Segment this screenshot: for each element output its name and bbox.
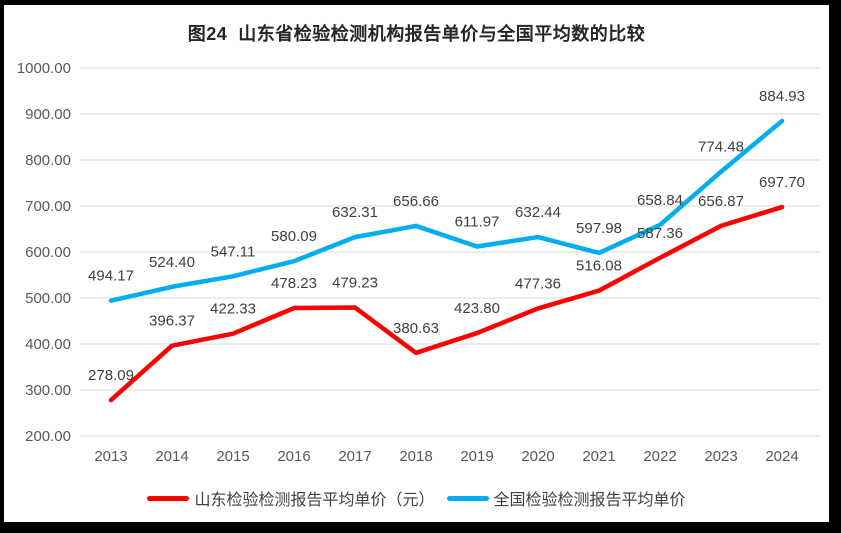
data-label-series-1: 774.48 xyxy=(698,139,744,156)
y-tick-label: 200.00 xyxy=(25,428,71,445)
data-label-series-1: 597.98 xyxy=(576,220,622,237)
y-tick-label: 800.00 xyxy=(25,152,71,169)
legend-item-shandong: 山东检验检测报告平均单价（元） xyxy=(147,486,435,510)
data-label-series-1: 632.31 xyxy=(332,204,378,221)
data-label-series-0: 423.80 xyxy=(454,300,500,317)
x-tick-label: 2023 xyxy=(704,448,737,465)
legend-swatch-national-blue-line xyxy=(446,495,489,501)
data-label-series-1: 547.11 xyxy=(211,243,256,260)
data-label-series-1: 656.66 xyxy=(393,193,439,210)
chart-legend: 山东检验检测报告平均单价（元） 全国检验检测报告平均单价 xyxy=(4,486,829,510)
x-tick-label: 2019 xyxy=(460,448,493,465)
legend-item-national: 全国检验检测报告平均单价 xyxy=(446,486,686,510)
x-tick-label: 2015 xyxy=(216,448,249,465)
x-tick-label: 2020 xyxy=(521,448,554,465)
y-tick-label: 600.00 xyxy=(25,244,71,261)
legend-label-shandong: 山东检验检测报告平均单价（元） xyxy=(194,492,435,509)
legend-label-national: 全国检验检测报告平均单价 xyxy=(493,492,686,509)
data-label-series-0: 697.70 xyxy=(759,174,805,191)
series-line-1 xyxy=(108,118,785,303)
series-line-0 xyxy=(108,204,785,403)
legend-swatch-shandong-red-line xyxy=(147,495,190,501)
data-label-series-0: 422.33 xyxy=(210,301,256,318)
data-label-series-0: 380.63 xyxy=(393,320,439,337)
x-tick-label: 2017 xyxy=(338,448,371,465)
x-tick-label: 2016 xyxy=(277,448,310,465)
data-label-series-0: 477.36 xyxy=(515,275,561,292)
data-label-series-1: 580.09 xyxy=(271,228,317,245)
data-label-series-0: 278.09 xyxy=(88,367,134,384)
y-tick-label: 300.00 xyxy=(25,382,71,399)
y-tick-label: 900.00 xyxy=(25,106,71,123)
data-label-series-0: 396.37 xyxy=(149,313,195,330)
data-label-series-0: 478.23 xyxy=(271,275,317,292)
data-label-series-1: 494.17 xyxy=(88,268,134,285)
x-tick-label: 2021 xyxy=(582,448,615,465)
x-tick-label: 2024 xyxy=(765,448,798,465)
x-tick-label: 2014 xyxy=(155,448,188,465)
y-tick-label: 400.00 xyxy=(25,336,71,353)
x-tick-label: 2022 xyxy=(643,448,676,465)
data-label-series-0: 516.08 xyxy=(576,258,622,275)
data-label-series-1: 884.93 xyxy=(759,88,805,105)
y-tick-label: 500.00 xyxy=(25,290,71,307)
chart-card: 图24 山东省检验检测机构报告单价与全国平均数的比较 1000.00 900.00… xyxy=(4,5,829,522)
data-label-series-0: 656.87 xyxy=(698,193,744,210)
y-tick-label: 700.00 xyxy=(25,198,71,215)
data-label-series-0: 479.23 xyxy=(332,275,378,292)
x-tick-label: 2018 xyxy=(399,448,432,465)
data-label-series-1: 632.44 xyxy=(515,204,561,221)
y-tick-label: 1000.00 xyxy=(17,60,71,77)
chart-title: 图24 山东省检验检测机构报告单价与全国平均数的比较 xyxy=(187,24,646,44)
x-tick-label: 2013 xyxy=(94,448,127,465)
line-chart-plot: 1000.00 900.00 800.00 700.00 600.00 500.00 400… xyxy=(17,60,820,465)
data-label-series-1: 658.84 xyxy=(637,192,683,209)
data-label-series-1: 524.40 xyxy=(149,254,195,271)
data-label-series-1: 611.97 xyxy=(455,213,500,230)
data-label-series-0: 587.36 xyxy=(637,225,683,242)
